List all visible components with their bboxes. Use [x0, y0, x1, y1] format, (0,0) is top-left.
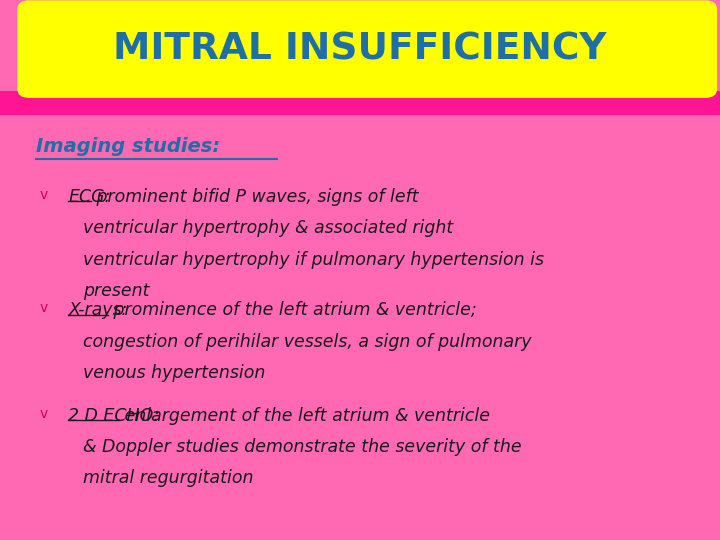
Text: prominence of the left atrium & ventricle;: prominence of the left atrium & ventricl… [108, 301, 477, 319]
Text: Imaging studies:: Imaging studies: [36, 137, 220, 156]
Text: mitral regurgitation: mitral regurgitation [83, 469, 253, 487]
Text: ventricular hypertrophy & associated right: ventricular hypertrophy & associated rig… [83, 219, 453, 237]
Text: venous hypertension: venous hypertension [83, 364, 265, 382]
Text: X-rays:: X-rays: [68, 301, 127, 319]
Text: v: v [40, 407, 48, 421]
Text: present: present [83, 282, 149, 300]
Bar [0, 91, 720, 115]
Text: MITRAL INSUFFICIENCY: MITRAL INSUFFICIENCY [113, 31, 607, 67]
Text: congestion of perihilar vessels, a sign of pulmonary: congestion of perihilar vessels, a sign … [83, 333, 531, 350]
Text: ECG:: ECG: [68, 188, 111, 206]
Text: 2 D ECHO:: 2 D ECHO: [68, 407, 160, 424]
FancyBboxPatch shape [18, 1, 716, 97]
Text: v: v [40, 188, 48, 202]
Text: ventricular hypertrophy if pulmonary hypertension is: ventricular hypertrophy if pulmonary hyp… [83, 251, 544, 268]
Text: & Doppler studies demonstrate the severity of the: & Doppler studies demonstrate the severi… [83, 438, 521, 456]
Text: prominent bifid P waves, signs of left: prominent bifid P waves, signs of left [91, 188, 418, 206]
Text: enlargement of the left atrium & ventricle: enlargement of the left atrium & ventric… [119, 407, 490, 424]
Text: v: v [40, 301, 48, 315]
